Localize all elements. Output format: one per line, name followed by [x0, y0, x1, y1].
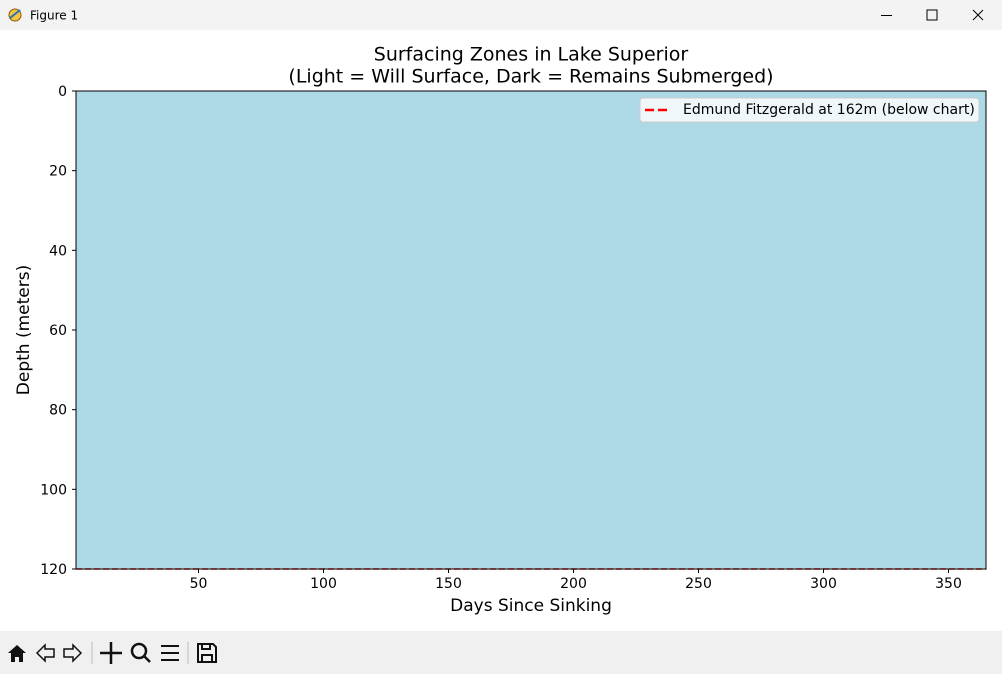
minimize-button[interactable] — [864, 0, 910, 30]
x-axis-label: Days Since Sinking — [450, 596, 612, 616]
window-title: Figure 1 — [30, 9, 78, 23]
x-tick-label: 50 — [190, 576, 208, 592]
x-tick-label: 200 — [560, 576, 587, 592]
app-icon — [8, 8, 22, 22]
title-bar — [0, 0, 1002, 30]
x-tick-label: 150 — [435, 576, 462, 592]
chart-title: Surfacing Zones in Lake Superior — [374, 44, 689, 66]
y-tick-label: 60 — [49, 323, 67, 339]
y-axis-label: Depth (meters) — [14, 265, 34, 395]
chart-subtitle: (Light = Will Surface, Dark = Remains Su… — [288, 66, 773, 88]
maximize-button[interactable] — [910, 0, 956, 30]
surface-zone — [76, 91, 986, 569]
x-tick-label: 350 — [935, 576, 962, 592]
legend-label: Edmund Fitzgerald at 162m (below chart) — [683, 102, 975, 118]
y-tick-label: 20 — [49, 164, 67, 180]
back-button[interactable] — [35, 643, 55, 663]
x-tick-label: 300 — [810, 576, 837, 592]
y-tick-label: 40 — [49, 243, 67, 259]
y-tick-label: 0 — [58, 84, 67, 100]
chart: Surfacing Zones in Lake Superior (Light … — [14, 44, 987, 616]
y-tick-label: 100 — [40, 482, 67, 498]
zoom-button[interactable] — [130, 642, 151, 663]
home-button[interactable] — [8, 645, 26, 662]
legend: Edmund Fitzgerald at 162m (below chart) — [639, 97, 980, 123]
legend-box — [639, 97, 980, 123]
close-button[interactable] — [956, 0, 1002, 30]
pan-button[interactable] — [100, 642, 122, 664]
y-tick-label: 120 — [40, 562, 67, 578]
toolbar — [8, 642, 217, 664]
configure-button[interactable] — [161, 645, 179, 661]
x-tick-label: 100 — [310, 576, 337, 592]
x-tick-label: 250 — [685, 576, 712, 592]
forward-button[interactable] — [63, 643, 83, 663]
y-tick-label: 80 — [49, 403, 67, 419]
save-button[interactable] — [197, 643, 217, 663]
